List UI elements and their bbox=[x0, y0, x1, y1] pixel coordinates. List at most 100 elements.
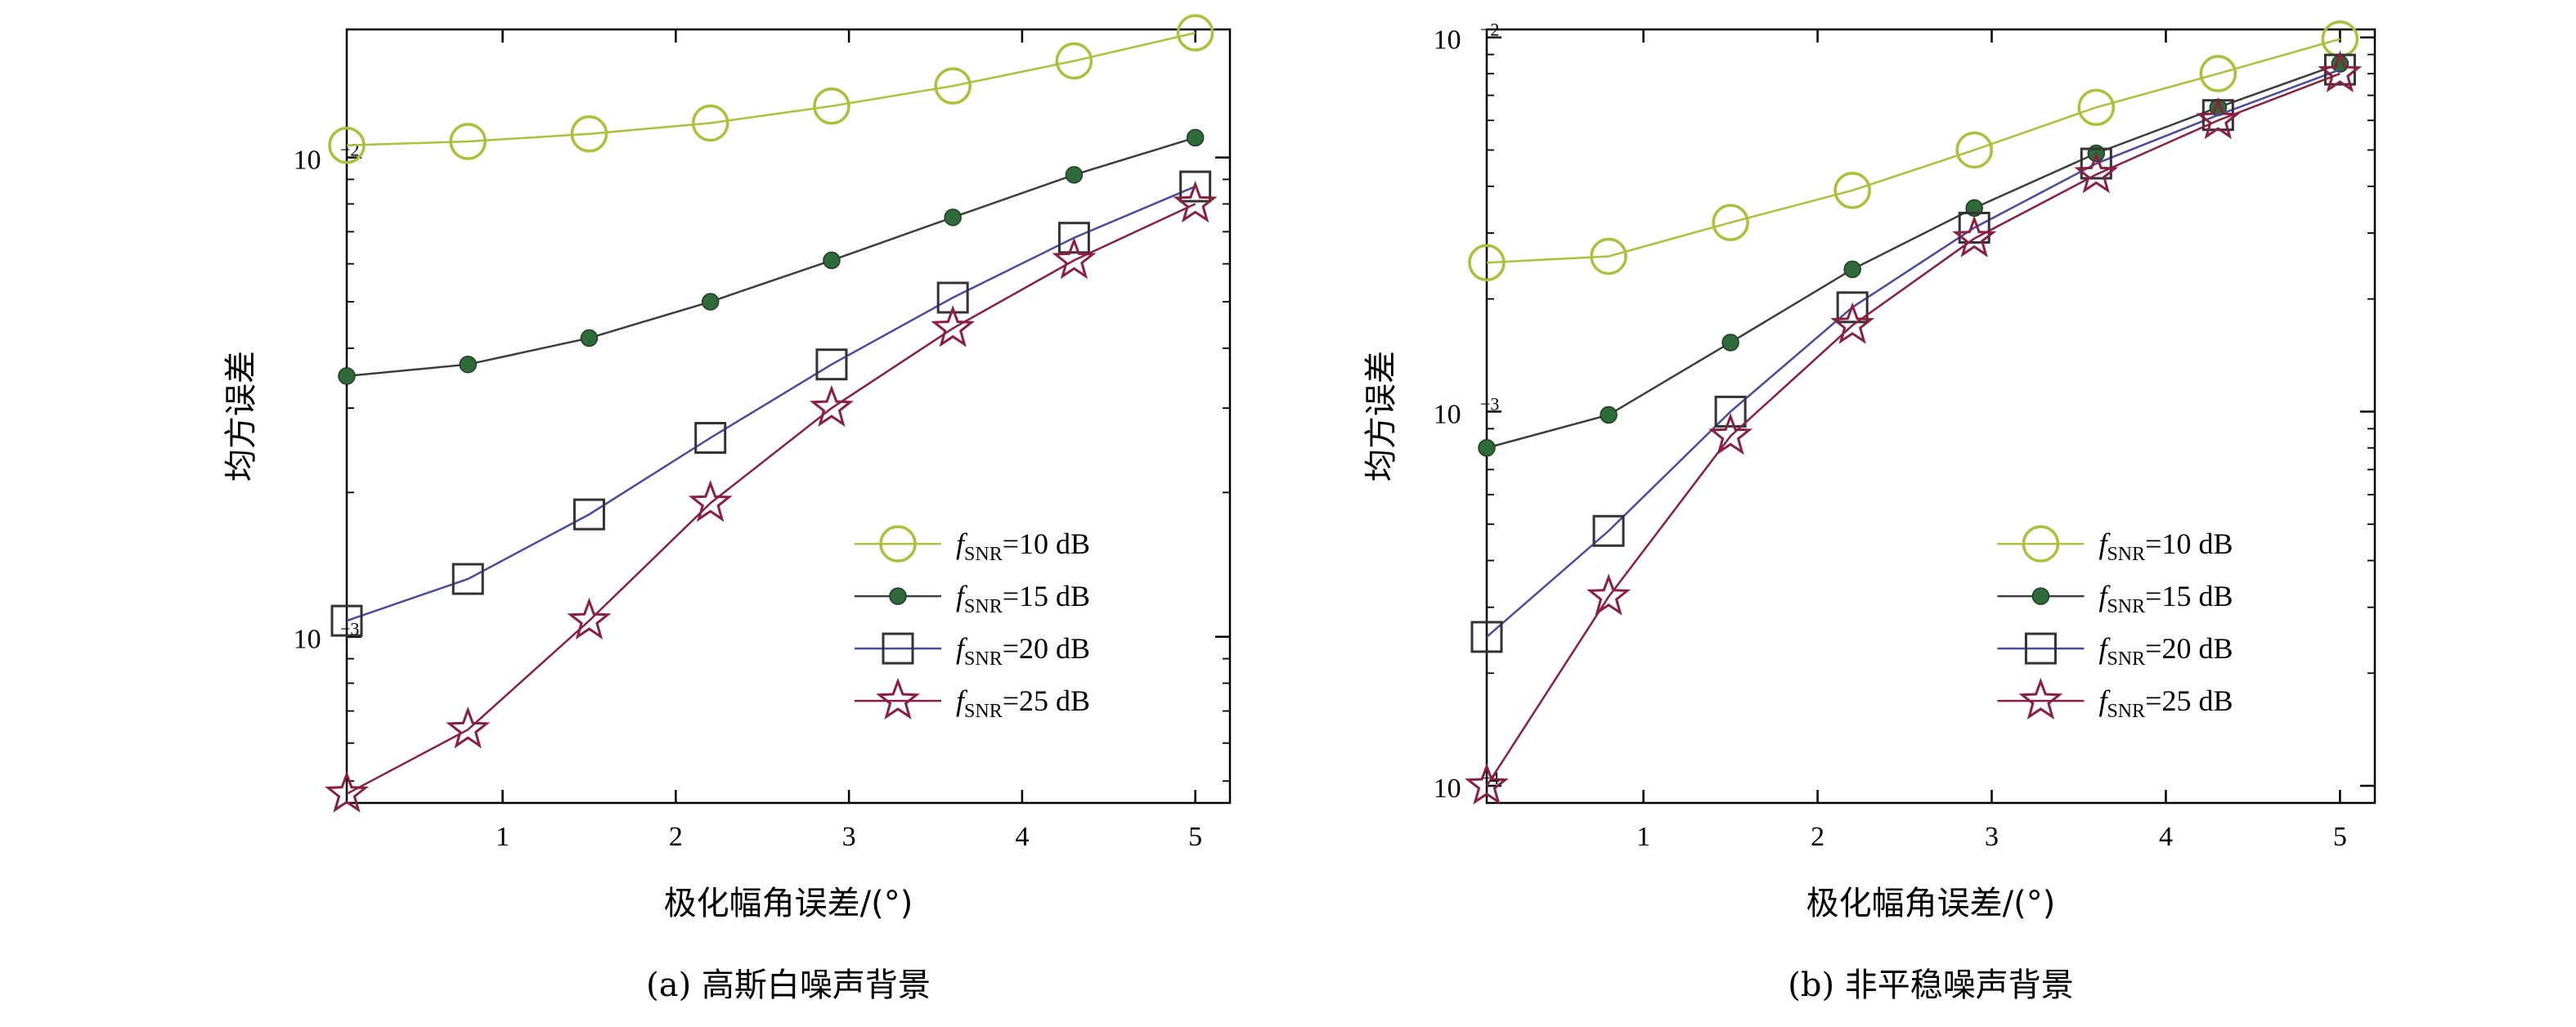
data-point bbox=[2318, 50, 2363, 92]
data-point bbox=[944, 209, 962, 226]
data-point bbox=[691, 104, 729, 142]
legend-marker bbox=[879, 525, 917, 563]
y-axis-label: 均方误差 bbox=[222, 351, 260, 482]
data-point bbox=[688, 479, 733, 522]
legend-marker bbox=[2031, 587, 2050, 605]
legend-marker bbox=[2022, 525, 2060, 563]
plot-frame bbox=[345, 28, 1232, 805]
legend-entry-1: fSNR=10 dB bbox=[1997, 525, 2233, 565]
data-point bbox=[1057, 222, 1090, 254]
data-point bbox=[328, 127, 366, 164]
y-tick-exponent: −3 bbox=[340, 619, 359, 639]
data-point bbox=[459, 355, 477, 374]
y-tick-label: 10 bbox=[1434, 399, 1461, 429]
y-tick-label: 10 bbox=[1434, 25, 1461, 56]
data-point bbox=[1952, 215, 1997, 258]
data-point bbox=[570, 115, 608, 153]
data-point bbox=[1052, 237, 1097, 280]
legend-label: fSNR=25 dB bbox=[2098, 684, 2233, 722]
legend-entry-2: fSNR=15 dB bbox=[855, 580, 1090, 617]
data-point bbox=[1055, 42, 1093, 80]
legend-entry-4: fSNR=25 dB bbox=[855, 677, 1090, 722]
data-point bbox=[823, 251, 841, 270]
data-point bbox=[1478, 438, 1496, 457]
data-point bbox=[451, 563, 484, 595]
data-point bbox=[809, 384, 854, 428]
series-line bbox=[346, 203, 1196, 796]
legend-entry-3: fSNR=20 dB bbox=[1997, 632, 2233, 670]
data-point bbox=[1712, 204, 1749, 241]
data-point bbox=[1468, 244, 1506, 281]
y-tick-exponent: −2 bbox=[1480, 20, 1499, 40]
data-point bbox=[1721, 334, 1739, 352]
data-point bbox=[2074, 151, 2119, 194]
legend-label: fSNR=20 dB bbox=[956, 632, 1090, 670]
legend-entry-1: fSNR=10 dB bbox=[855, 525, 1090, 565]
x-tick-label: 2 bbox=[669, 822, 683, 852]
x-axis-label: 极化幅角误差/(°) bbox=[1806, 885, 2056, 922]
data-point bbox=[1843, 260, 1861, 279]
data-point bbox=[1955, 131, 1993, 169]
legend-marker bbox=[876, 677, 920, 720]
data-point bbox=[701, 293, 720, 311]
series-line bbox=[1485, 72, 2340, 787]
data-point bbox=[1830, 302, 1875, 344]
data-point bbox=[1708, 413, 1753, 455]
legend-label: fSNR=10 dB bbox=[2098, 527, 2233, 565]
data-point bbox=[1600, 406, 1618, 424]
data-point bbox=[1958, 211, 1990, 244]
y-tick-exponent: −3 bbox=[1480, 393, 1499, 414]
series-2 bbox=[338, 128, 1205, 385]
legend-entry-3: fSNR=20 dB bbox=[855, 632, 1090, 670]
x-tick-label: 3 bbox=[1985, 822, 1999, 852]
series-4 bbox=[1465, 50, 2363, 805]
data-point bbox=[567, 597, 612, 640]
series-line bbox=[346, 31, 1196, 147]
series-line bbox=[346, 137, 1196, 378]
series-1 bbox=[328, 14, 1214, 164]
series-line bbox=[1486, 38, 2340, 264]
legend-label: fSNR=20 dB bbox=[2098, 632, 2233, 670]
data-point bbox=[813, 87, 850, 125]
data-point bbox=[694, 422, 727, 455]
data-point bbox=[330, 604, 363, 637]
series-1 bbox=[1468, 20, 2359, 281]
panel-caption: (b) 非平稳噪声背景 bbox=[1788, 966, 2074, 1004]
data-point bbox=[1592, 514, 1625, 547]
data-point bbox=[2196, 96, 2241, 140]
data-point bbox=[1179, 170, 1212, 203]
legend-marker bbox=[2018, 677, 2063, 720]
chart-panel-a: 1 2 3 4 5 10 −3 10 −2 极化幅角误差/(°) 均方误差 (a) 高斯白噪声背景 fS… bbox=[222, 14, 1232, 1004]
plot-frame bbox=[1485, 28, 2376, 805]
x-tick-label: 4 bbox=[1015, 822, 1029, 852]
data-point bbox=[572, 498, 605, 531]
data-point bbox=[1173, 181, 1218, 223]
legend-entry-2: fSNR=15 dB bbox=[1997, 580, 2233, 617]
series-line bbox=[1486, 68, 2340, 638]
x-axis-label: 极化幅角误差/(°) bbox=[664, 885, 913, 922]
data-point bbox=[2080, 147, 2112, 180]
data-point bbox=[2331, 55, 2349, 73]
series-line bbox=[346, 185, 1196, 622]
legend-marker bbox=[2024, 632, 2057, 665]
data-point bbox=[1586, 573, 1631, 616]
series-3 bbox=[330, 170, 1212, 637]
x-tick-label: 3 bbox=[842, 822, 856, 852]
data-point bbox=[1465, 762, 1509, 805]
series-4 bbox=[325, 181, 1218, 813]
y-tick-label: 10 bbox=[294, 146, 321, 176]
legend-label: fSNR=15 dB bbox=[2098, 580, 2233, 617]
x-tick-label: 5 bbox=[2333, 822, 2347, 852]
panel-caption: (a) 高斯白噪声背景 bbox=[646, 966, 931, 1004]
data-point bbox=[1714, 395, 1747, 428]
data-point bbox=[338, 367, 356, 385]
data-point bbox=[580, 329, 599, 348]
y-tick-label: 10 bbox=[1434, 774, 1461, 804]
data-point bbox=[815, 348, 848, 381]
data-point bbox=[1186, 128, 1205, 147]
legend-label: fSNR=25 dB bbox=[956, 684, 1090, 722]
data-point bbox=[2199, 55, 2237, 92]
data-point bbox=[449, 123, 487, 160]
legend-label: fSNR=10 dB bbox=[956, 527, 1090, 565]
